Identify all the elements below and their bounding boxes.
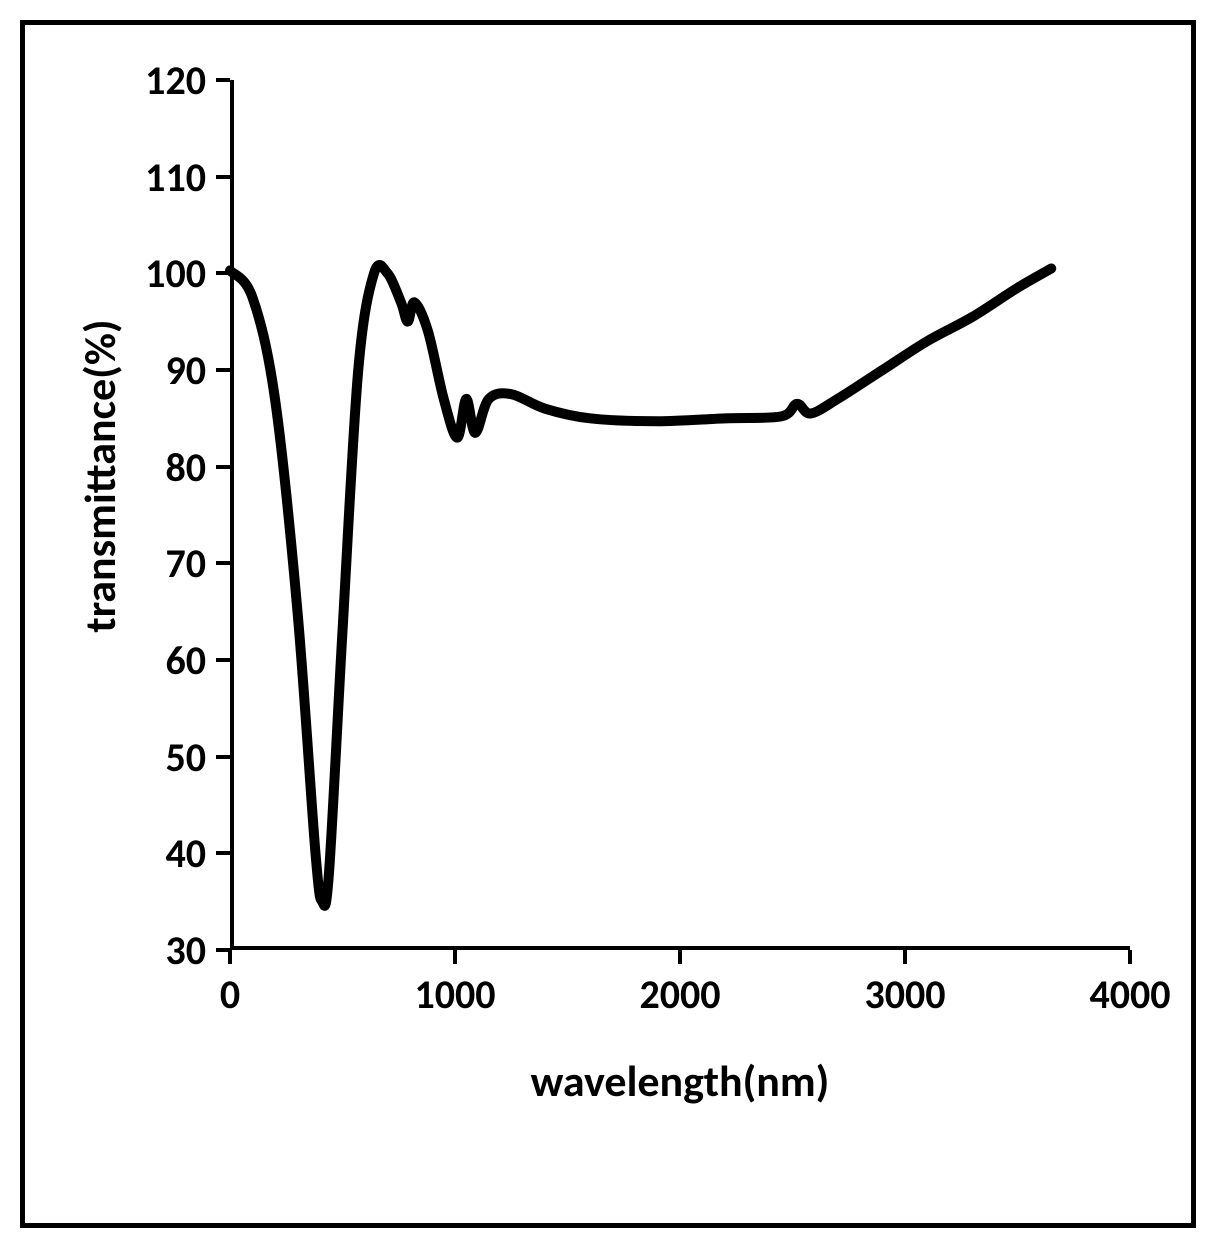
y-tick xyxy=(216,271,230,275)
y-tick xyxy=(216,561,230,565)
series-line xyxy=(230,80,1130,950)
x-tick xyxy=(453,950,457,964)
y-tick xyxy=(216,465,230,469)
x-tick-label: 0 xyxy=(150,970,310,1019)
y-tick xyxy=(216,658,230,662)
x-tick xyxy=(1128,950,1132,964)
y-tick xyxy=(216,851,230,855)
x-tick xyxy=(903,950,907,964)
y-axis-title: transmittance(%) xyxy=(73,41,127,911)
y-tick xyxy=(216,755,230,759)
plot-area xyxy=(230,80,1130,950)
y-tick xyxy=(216,368,230,372)
transmittance-series xyxy=(230,265,1051,906)
y-tick xyxy=(216,175,230,179)
x-tick xyxy=(678,950,682,964)
x-tick-label: 1000 xyxy=(375,970,535,1019)
x-tick-label: 4000 xyxy=(1050,970,1210,1019)
x-axis-title: wavelength(nm) xyxy=(230,1054,1130,1108)
transmittance-chart: 30405060708090100110120 0100020003000400… xyxy=(20,20,1196,1228)
y-tick xyxy=(216,78,230,82)
x-tick-label: 3000 xyxy=(825,970,985,1019)
x-tick xyxy=(228,950,232,964)
x-tick-label: 2000 xyxy=(600,970,760,1019)
y-tick-label: 30 xyxy=(96,926,206,975)
